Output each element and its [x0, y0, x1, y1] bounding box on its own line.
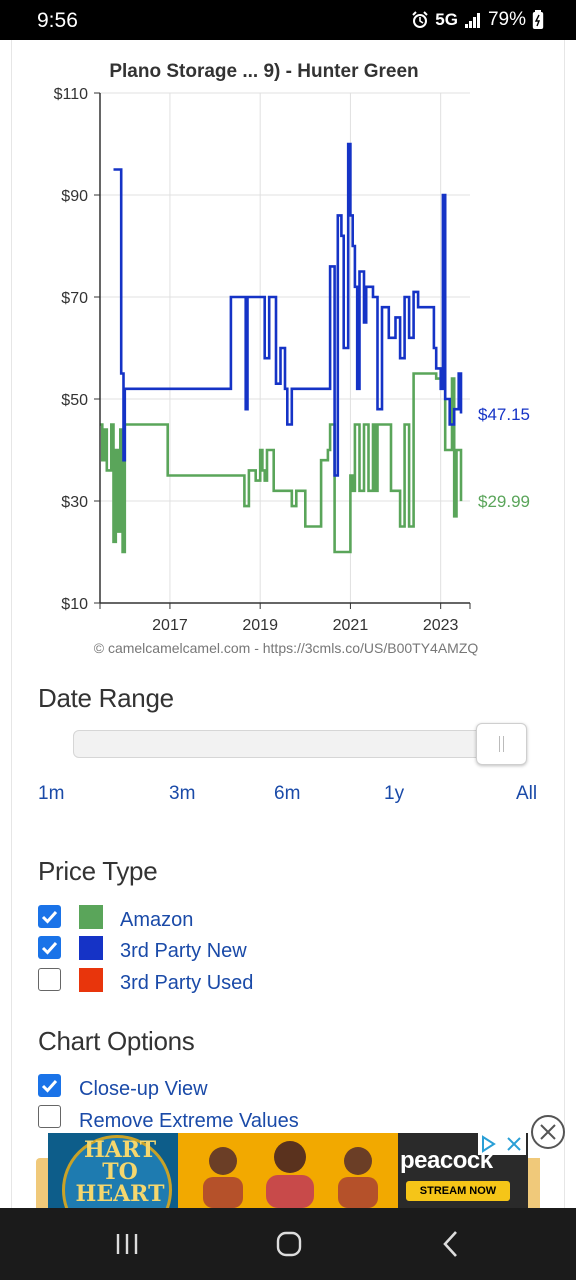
- y-tick-label: $110: [54, 86, 89, 103]
- chart-title: Plano Storage ... 9) - Hunter Green: [109, 61, 418, 82]
- third-party-used-color-swatch: [79, 968, 103, 992]
- chart-options-title: Chart Options: [38, 1026, 195, 1056]
- date-range-slider-handle[interactable]: [476, 723, 527, 765]
- ad-show-name: HART TO HEART: [75, 1137, 165, 1207]
- amazon-color-swatch: [79, 905, 103, 929]
- signal-icon: [464, 13, 480, 28]
- third-party-new-label[interactable]: 3rd Party New: [120, 940, 247, 962]
- y-tick-label: $10: [61, 596, 88, 613]
- remove-extreme-values-label[interactable]: Remove Extreme Values: [79, 1110, 299, 1132]
- series-line-3rd-party-new: [113, 142, 463, 477]
- checkmark-icon: [41, 910, 58, 924]
- series-line-amazon: [100, 372, 463, 554]
- chart-credit: © camelcamelcamel.com - https://3cmls.co…: [94, 640, 479, 656]
- range-all[interactable]: All: [516, 783, 538, 804]
- status-time: 9:56: [37, 9, 78, 32]
- alarm-icon: [412, 11, 428, 28]
- battery-percent: 79%: [487, 9, 526, 30]
- price-history-chart: Plano Storage ... 9) - Hunter Green $10 $…: [36, 48, 540, 662]
- ad-close-button[interactable]: [531, 1115, 565, 1149]
- y-tick-label: $90: [61, 188, 88, 205]
- remove-extreme-values-checkbox[interactable]: [38, 1105, 61, 1128]
- close-up-view-label[interactable]: Close-up View: [79, 1078, 208, 1100]
- slider-grip-icon: [499, 736, 504, 752]
- close-icon: [540, 1124, 556, 1140]
- home-icon[interactable]: [274, 1226, 304, 1262]
- third-party-new-checkbox[interactable]: [38, 936, 61, 959]
- date-range-slider-track[interactable]: [73, 730, 525, 758]
- chart-series: [100, 142, 463, 554]
- status-bar: 9:56 5G 79%: [0, 0, 576, 40]
- range-1m[interactable]: 1m: [38, 783, 65, 804]
- ad-brand-name: peacock: [400, 1147, 493, 1174]
- range-6m[interactable]: 6m: [274, 783, 301, 804]
- chart-svg: Plano Storage ... 9) - Hunter Green $10$…: [54, 61, 530, 656]
- back-icon[interactable]: [438, 1226, 464, 1262]
- current-price-amazon: $29.99: [478, 492, 530, 511]
- ad-banner[interactable]: HART TO HEART peacock STREAM NOW: [48, 1133, 528, 1208]
- ad-cast-silhouettes: [203, 1141, 378, 1208]
- x-tick-label: 2017: [152, 617, 188, 634]
- range-1y[interactable]: 1y: [384, 783, 405, 804]
- recent-apps-icon[interactable]: [114, 1226, 140, 1262]
- ad-choices-icon: [482, 1135, 521, 1153]
- partially-hidden-button-edge: [526, 1158, 540, 1208]
- y-tick-label: $50: [61, 392, 88, 409]
- ad-stream-now-button[interactable]: STREAM NOW: [406, 1181, 510, 1201]
- y-tick-label: $30: [61, 494, 88, 511]
- x-tick-label: 2021: [333, 617, 369, 634]
- page-edge-right: [564, 40, 565, 1208]
- price-type-title: Price Type: [38, 856, 158, 886]
- ad-choices[interactable]: [478, 1133, 526, 1155]
- system-nav-bar: [0, 1208, 576, 1280]
- range-3m[interactable]: 3m: [169, 783, 196, 804]
- chart-axes: $10 $30 $50 $70 $90 $110 2017 2019 2021 2023: [54, 86, 471, 634]
- third-party-used-checkbox[interactable]: [38, 968, 61, 991]
- close-up-view-checkbox[interactable]: [38, 1074, 61, 1097]
- status-icons: 5G 79%: [411, 9, 544, 31]
- third-party-new-color-swatch: [79, 936, 103, 960]
- battery-icon: [532, 10, 544, 29]
- page-edge-left: [11, 40, 12, 1208]
- date-range-title: Date Range: [38, 683, 174, 713]
- page-content[interactable]: Plano Storage ... 9) - Hunter Green $10 $…: [0, 40, 576, 1208]
- ad-cast-image: [178, 1133, 398, 1208]
- network-type: 5G: [435, 10, 458, 29]
- partially-hidden-button[interactable]: [36, 1158, 50, 1208]
- amazon-checkbox[interactable]: [38, 905, 61, 928]
- current-price-third-party-new: $47.15: [478, 405, 530, 424]
- y-tick-label: $70: [61, 290, 88, 307]
- third-party-used-label[interactable]: 3rd Party Used: [120, 972, 254, 994]
- checkmark-icon: [41, 1079, 58, 1093]
- amazon-label[interactable]: Amazon: [120, 909, 194, 931]
- x-tick-label: 2023: [423, 617, 459, 634]
- checkmark-icon: [41, 941, 58, 955]
- x-tick-label: 2019: [242, 617, 278, 634]
